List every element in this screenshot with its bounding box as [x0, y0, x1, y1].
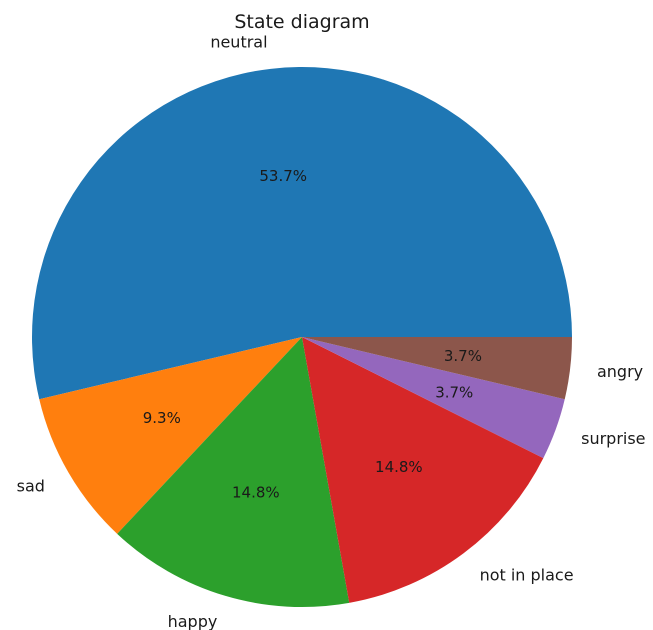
- pie-category-label-surprise: surprise: [581, 429, 645, 448]
- pie-category-label-angry: angry: [597, 362, 643, 381]
- pie-percent-label-angry: 3.7%: [444, 347, 482, 365]
- pie-percent-label-happy: 14.8%: [232, 483, 280, 501]
- pie-percent-label-surprise: 3.7%: [435, 383, 473, 401]
- pie-percent-label-neutral: 53.7%: [259, 167, 307, 185]
- pie-slice-surprise: [302, 337, 565, 459]
- pie-percent-label-not-in-place: 14.8%: [375, 458, 423, 476]
- pie-category-labels: neutral sad happy not in place surprise angry: [17, 33, 646, 630]
- pie-slice-neutral: [32, 67, 572, 400]
- pie-percent-label-sad: 9.3%: [143, 409, 181, 427]
- pie-slice-sad: [39, 337, 303, 534]
- pie-category-label-happy: happy: [168, 612, 218, 630]
- pie-percent-labels: 53.7% 9.3% 14.8% 14.8% 3.7% 3.7%: [143, 167, 482, 501]
- chart-title: State diagram: [234, 11, 369, 33]
- pie-slice-happy: [117, 337, 350, 607]
- pie-category-label-neutral: neutral: [210, 33, 267, 52]
- pie-slice-not-in-place: [302, 337, 544, 603]
- pie-category-label-not-in-place: not in place: [480, 566, 574, 585]
- pie-category-label-sad: sad: [17, 476, 45, 495]
- pie-slice-angry: [302, 337, 572, 400]
- pie-slices: [32, 67, 572, 607]
